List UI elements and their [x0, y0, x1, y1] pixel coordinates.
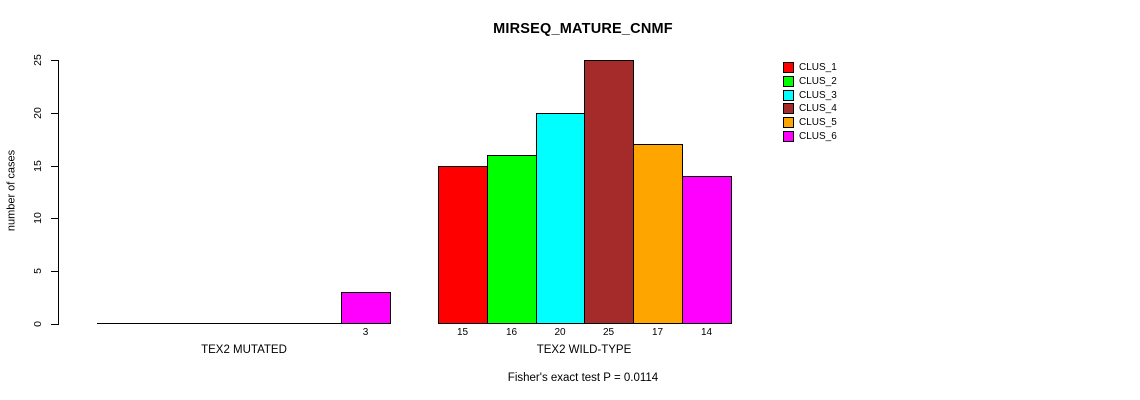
- bar: [584, 60, 634, 324]
- legend-label: CLUS_5: [799, 117, 837, 129]
- legend-item: CLUS_4: [783, 102, 837, 116]
- y-axis-line: [58, 60, 59, 325]
- zero-height-bar: [146, 323, 196, 324]
- bar-value-label: 15: [456, 327, 469, 338]
- zero-height-bar: [243, 323, 293, 324]
- y-axis-tick: [51, 113, 58, 114]
- legend-item: CLUS_6: [783, 129, 837, 143]
- legend-label: CLUS_1: [799, 62, 837, 74]
- legend-item: CLUS_5: [783, 116, 837, 130]
- legend-item: CLUS_2: [783, 75, 837, 89]
- bar: [682, 176, 732, 324]
- legend-swatch: [783, 62, 794, 74]
- y-axis-tick: [51, 218, 58, 219]
- legend-label: CLUS_6: [799, 130, 837, 142]
- legend-item: CLUS_1: [783, 61, 837, 75]
- y-axis-tick-label: 0: [32, 321, 44, 327]
- bar-value-label: 20: [554, 327, 566, 338]
- y-axis-tick-label: 10: [32, 212, 44, 224]
- zero-height-bar: [97, 323, 147, 324]
- zero-height-bar: [195, 323, 244, 324]
- bar-value-label: 3: [362, 327, 369, 338]
- bar: [341, 292, 391, 324]
- y-axis-tick-label: 20: [32, 107, 44, 119]
- bar-value-label: 16: [505, 327, 518, 338]
- y-axis-tick-label: 5: [32, 268, 44, 274]
- y-axis-label: number of cases: [5, 149, 18, 232]
- x-axis-group-label-mutated: TEX2 MUTATED: [201, 344, 287, 356]
- footnote: Fisher's exact test P = 0.0114: [507, 372, 659, 384]
- y-axis-tick: [51, 166, 58, 167]
- zero-height-bar: [292, 323, 342, 324]
- y-axis-tick: [51, 60, 58, 61]
- bar-value-label: 14: [700, 327, 713, 338]
- legend-swatch: [783, 130, 794, 142]
- legend-swatch: [783, 89, 794, 101]
- legend-item: CLUS_3: [783, 88, 837, 102]
- bar: [438, 166, 488, 324]
- y-axis-tick-label: 15: [32, 160, 44, 172]
- y-axis-tick-label: 25: [32, 54, 44, 66]
- y-axis-tick: [51, 271, 58, 272]
- legend-label: CLUS_3: [799, 89, 837, 101]
- legend-label: CLUS_2: [799, 76, 837, 88]
- legend-label: CLUS_4: [799, 103, 837, 115]
- bar: [487, 155, 537, 324]
- bar: [536, 113, 585, 324]
- legend-swatch: [783, 103, 794, 115]
- legend: CLUS_1 CLUS_2 CLUS_3 CLUS_4 CLUS_5 CLUS_6: [783, 61, 837, 143]
- legend-swatch: [783, 117, 794, 129]
- legend-swatch: [783, 76, 794, 88]
- y-axis-tick: [51, 324, 58, 325]
- chart-title: MIRSEQ_MATURE_CNMF: [493, 21, 673, 37]
- bar: [633, 144, 683, 324]
- x-axis-group-label-wildtype: TEX2 WILD-TYPE: [536, 344, 632, 356]
- bar-value-label: 25: [602, 327, 615, 338]
- bar-value-label: 17: [651, 327, 664, 338]
